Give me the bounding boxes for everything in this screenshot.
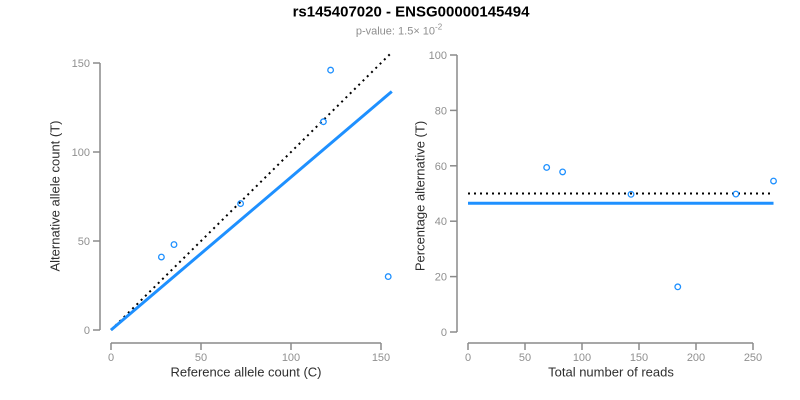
right-x-axis-label: Total number of reads: [548, 364, 674, 380]
y-tick-label: 0: [84, 325, 90, 337]
x-tick-label: 50: [195, 352, 207, 364]
y-tick-label: 100: [72, 147, 90, 159]
data-point: [319, 118, 327, 126]
y-tick-label: 50: [78, 236, 90, 248]
x-tick-label: 250: [744, 352, 762, 364]
x-tick-label: 200: [687, 352, 705, 364]
data-point: [674, 283, 682, 291]
expected-identity-line: [110, 53, 391, 331]
fitted-ratio-line: [110, 90, 393, 332]
y-tick-label: 40: [435, 216, 447, 228]
data-point: [384, 273, 392, 281]
x-tick-label: 100: [282, 352, 300, 364]
x-tick-label: 100: [573, 352, 591, 364]
data-point: [170, 241, 178, 249]
data-point: [732, 190, 740, 198]
p-value-exponent: -2: [435, 22, 443, 32]
y-tick-label: 150: [72, 58, 90, 70]
x-tick-label: 150: [630, 352, 648, 364]
x-tick-label: 50: [519, 352, 531, 364]
data-point: [543, 164, 551, 171]
x-tick-label: 150: [372, 352, 390, 364]
y-tick-label: 80: [435, 105, 447, 117]
y-tick-label: 0: [441, 327, 447, 339]
figure-title: rs145407020 - ENSG00000145494: [292, 3, 530, 21]
x-tick-label: 0: [108, 352, 114, 364]
data-point: [237, 200, 245, 208]
data-point: [627, 190, 635, 198]
y-tick-label: 100: [429, 50, 447, 62]
data-point: [559, 168, 567, 176]
data-point: [157, 253, 165, 261]
p-value-text: p-value: 1.5× 10: [355, 25, 436, 38]
y-tick-label: 60: [435, 161, 447, 173]
data-point: [327, 66, 335, 74]
left-x-axis-label: Reference allele count (C): [170, 364, 322, 380]
y-tick-label: 20: [435, 272, 447, 284]
data-point: [770, 177, 777, 185]
x-tick-label: 0: [465, 352, 471, 364]
p-value-subtitle: p-value: 1.5× 10-2: [356, 23, 442, 38]
